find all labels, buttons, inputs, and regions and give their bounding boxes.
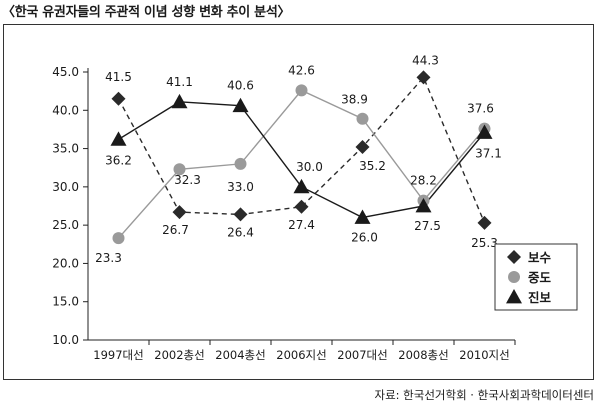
legend-marker-중도 (508, 271, 520, 283)
data-label-진보: 37.1 (475, 146, 502, 160)
data-label-진보: 30.0 (296, 160, 323, 174)
data-point-진보 (110, 131, 127, 146)
y-tick-label: 10.0 (52, 333, 79, 347)
data-point-진보 (232, 97, 249, 113)
x-tick-label: 2002총선 (154, 348, 204, 362)
chart-title: 〈한국 유권자들의 주관적 이념 성향 변화 추이 분석〉 (2, 5, 291, 20)
y-tick-label: 45.0 (52, 65, 79, 79)
data-point-보수 (294, 199, 309, 214)
data-point-중도 (112, 232, 125, 245)
data-label-진보: 40.6 (227, 79, 254, 93)
data-point-중도 (356, 112, 369, 125)
legend-marker-진보 (506, 289, 522, 304)
data-point-보수 (355, 140, 370, 155)
source-note: 자료: 한국선거학회 · 한국사회과학데이터센터 (374, 388, 594, 402)
y-tick-label: 35.0 (52, 142, 79, 156)
data-label-보수: 41.5 (105, 70, 132, 84)
data-point-진보 (354, 209, 371, 224)
data-label-중도: 23.3 (95, 251, 122, 265)
legend-label-중도: 중도 (528, 270, 552, 285)
chart-frame (3, 24, 594, 380)
y-tick-label: 30.0 (52, 180, 79, 194)
data-point-중도 (295, 84, 308, 97)
data-label-중도: 32.3 (174, 173, 201, 187)
x-tick-label: 2008총선 (398, 348, 448, 362)
data-point-진보 (415, 198, 432, 213)
data-label-중도: 42.6 (288, 63, 315, 77)
data-label-중도: 33.0 (227, 180, 254, 194)
legend-label-진보: 진보 (528, 290, 552, 305)
y-tick-label: 15.0 (52, 295, 79, 309)
data-point-중도 (234, 157, 247, 170)
data-label-보수: 25.3 (471, 236, 498, 250)
data-point-보수 (111, 91, 126, 106)
data-label-진보: 26.0 (351, 230, 378, 244)
legend-marker-보수 (507, 250, 521, 264)
data-label-중도: 37.6 (467, 102, 494, 116)
data-point-진보 (476, 124, 493, 139)
data-point-진보 (171, 93, 188, 109)
data-label-보수: 26.7 (162, 223, 189, 237)
data-label-중도: 38.9 (341, 93, 368, 107)
data-point-보수 (172, 205, 187, 220)
data-point-진보 (293, 178, 310, 194)
data-point-보수 (233, 207, 248, 222)
data-label-진보: 41.1 (166, 75, 193, 89)
data-label-진보: 36.2 (105, 153, 132, 167)
data-point-중도 (173, 163, 186, 176)
x-tick-label: 1997대선 (93, 348, 143, 362)
x-tick-label: 2004총선 (215, 348, 265, 362)
legend-label-보수: 보수 (528, 250, 552, 265)
data-label-보수: 26.4 (227, 225, 254, 239)
data-label-보수: 27.4 (288, 218, 315, 232)
data-label-보수: 44.3 (412, 53, 439, 67)
y-tick-label: 20.0 (52, 256, 79, 270)
data-label-중도: 28.2 (410, 174, 437, 188)
x-tick-label: 2006지선 (276, 348, 326, 362)
x-tick-label: 2007대선 (337, 348, 387, 362)
x-tick-label: 2010지선 (459, 348, 509, 362)
data-label-진보: 27.5 (414, 219, 441, 233)
y-tick-label: 40.0 (52, 103, 79, 117)
data-label-보수: 35.2 (359, 159, 386, 173)
data-point-보수 (416, 70, 431, 85)
y-tick-label: 25.0 (52, 218, 79, 232)
data-point-보수 (477, 215, 492, 230)
